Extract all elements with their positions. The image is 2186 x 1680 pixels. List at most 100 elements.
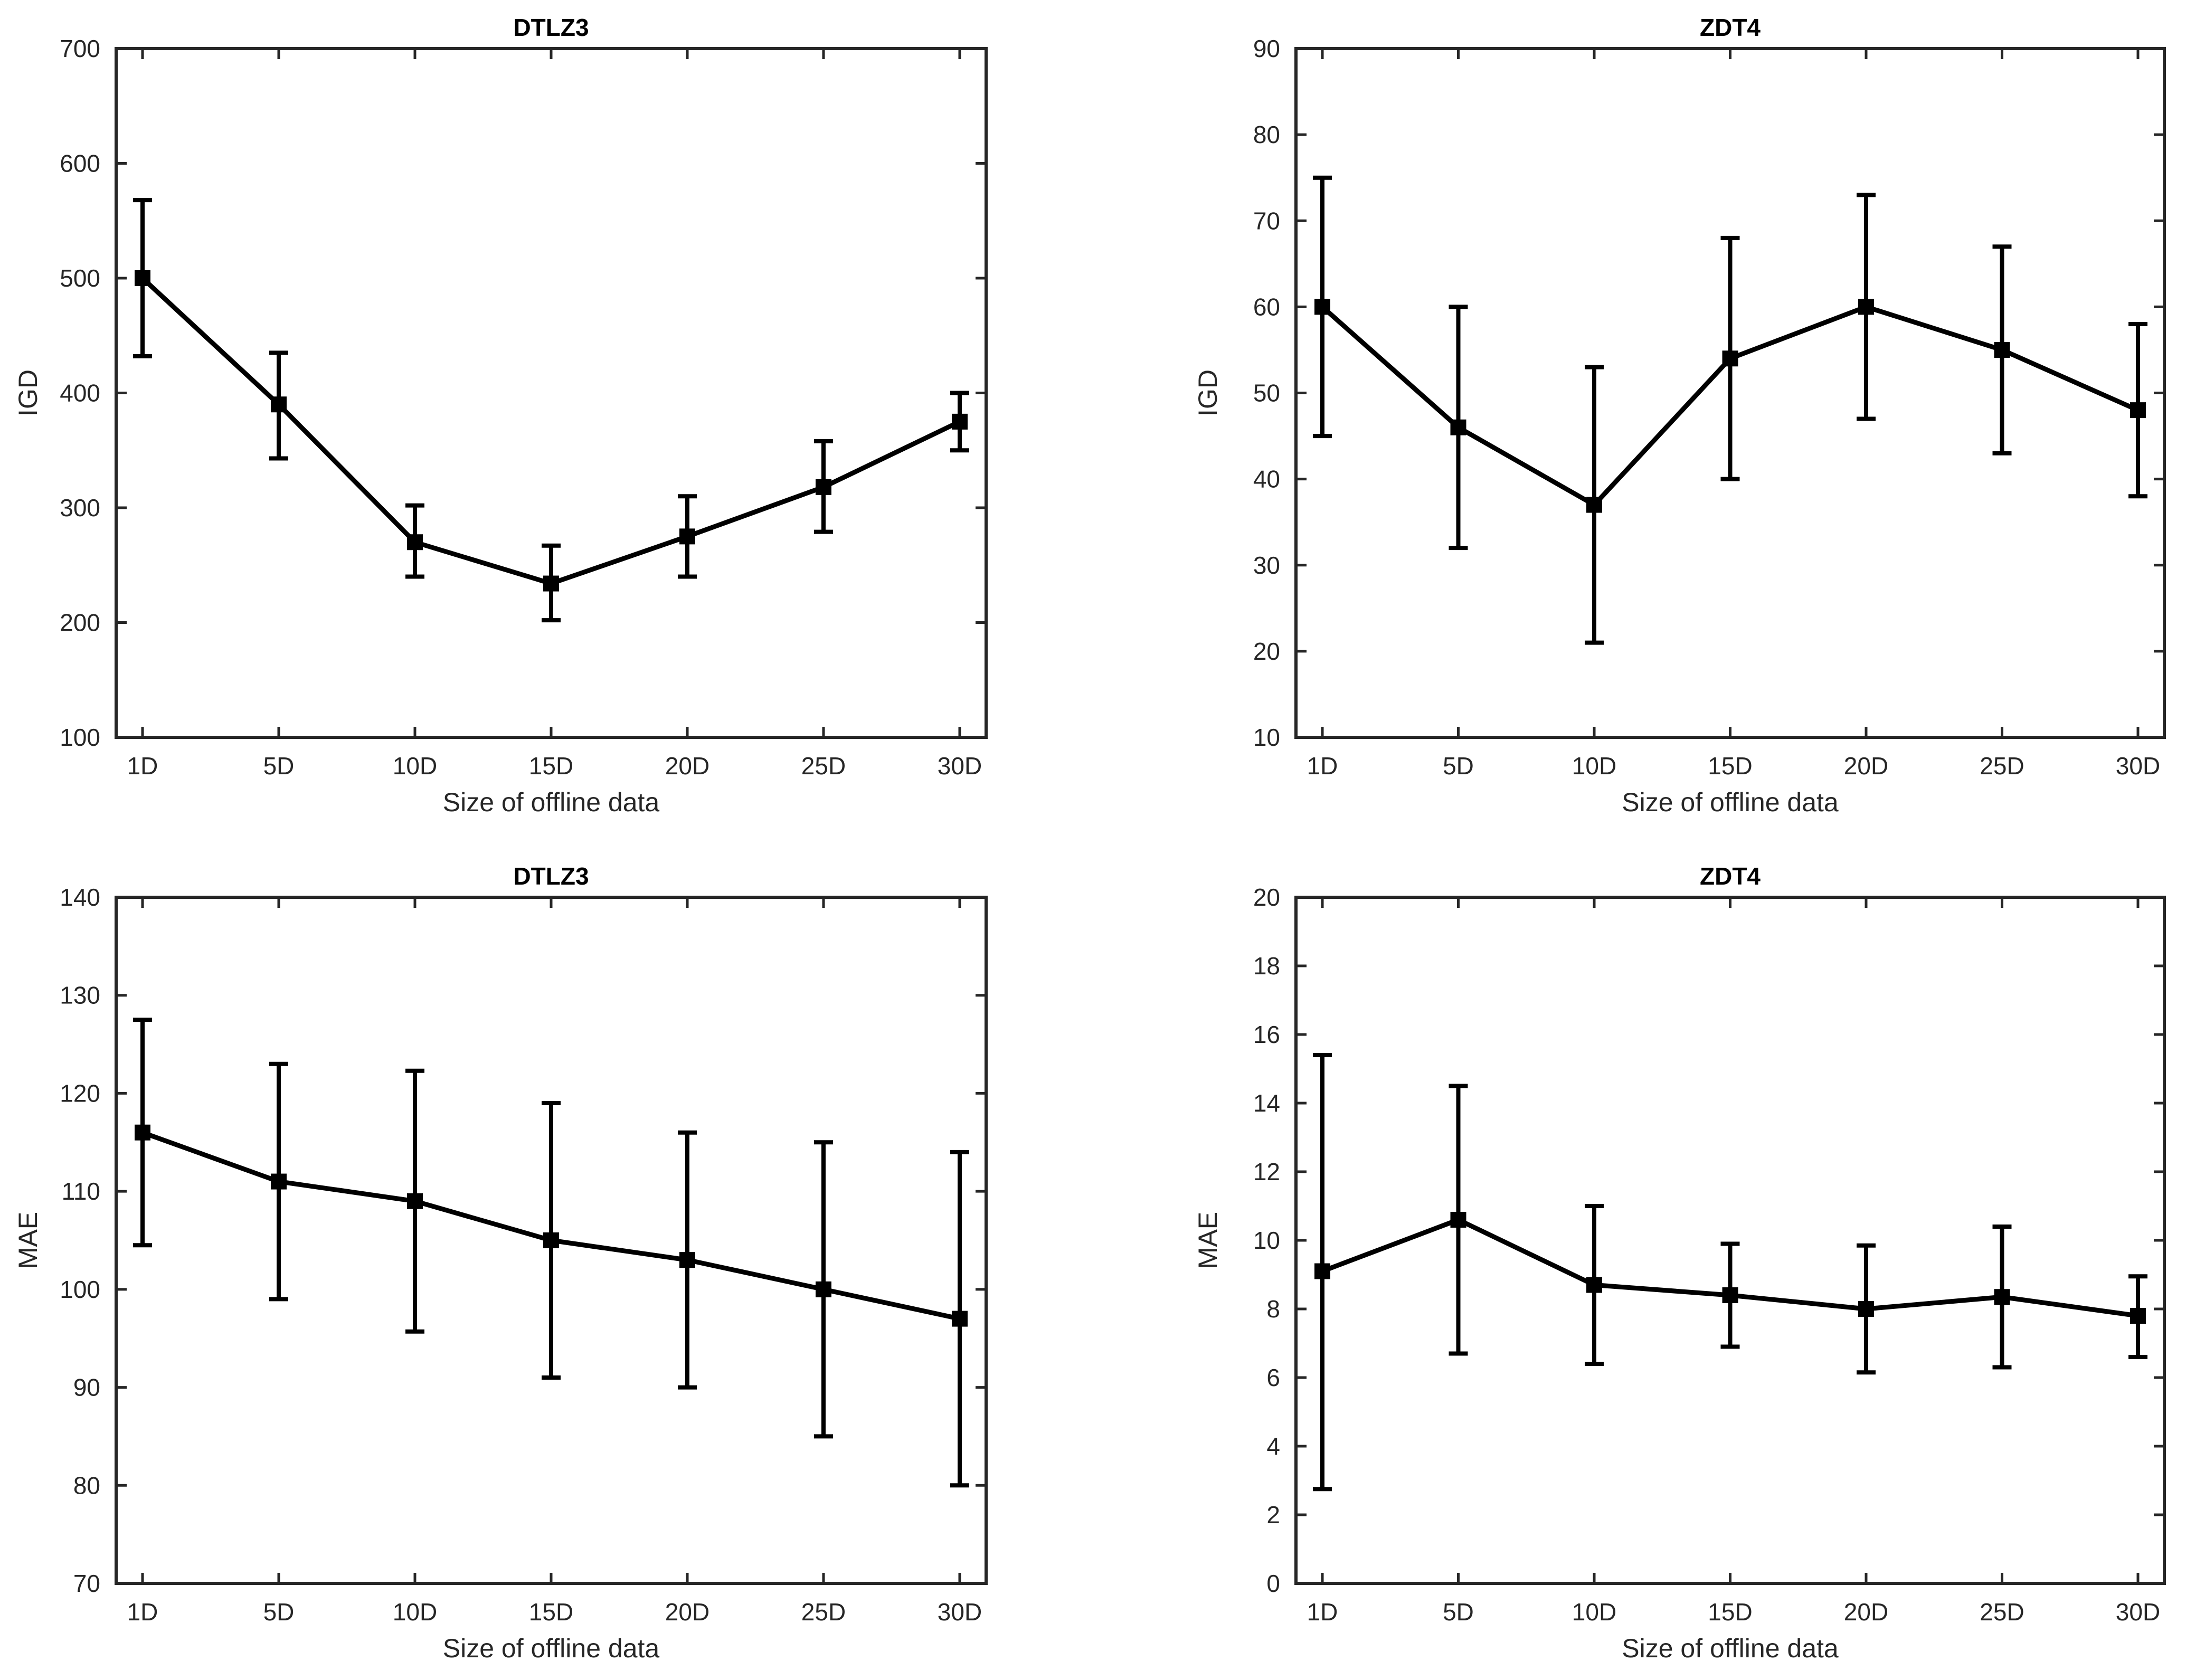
y-axis-label: MAE — [1193, 1212, 1223, 1269]
y-tick-label: 200 — [60, 609, 100, 637]
x-tick-label: 25D — [1980, 752, 2024, 780]
y-tick-label: 100 — [60, 1276, 100, 1303]
x-tick-label: 20D — [665, 1598, 709, 1626]
y-tick-label: 110 — [62, 1178, 100, 1205]
data-point-marker — [816, 1281, 831, 1297]
x-tick-label: 5D — [1443, 1598, 1474, 1626]
y-tick-label: 500 — [60, 264, 100, 292]
y-tick-label: 14 — [1253, 1089, 1280, 1117]
y-tick-label: 70 — [73, 1570, 100, 1597]
x-tick-label: 25D — [1980, 1598, 2024, 1626]
chart-title: ZDT4 — [1700, 14, 1761, 41]
data-point-marker — [1314, 299, 1330, 315]
x-tick-label: 20D — [1844, 752, 1888, 780]
y-tick-label: 140 — [60, 884, 100, 911]
y-tick-label: 90 — [1253, 35, 1280, 62]
y-tick-label: 90 — [73, 1374, 100, 1401]
y-tick-label: 18 — [1253, 952, 1280, 980]
x-axis-label: Size of offline data — [443, 787, 660, 817]
y-tick-label: 50 — [1253, 379, 1280, 407]
y-tick-label: 6 — [1266, 1364, 1280, 1391]
y-tick-label: 60 — [1253, 293, 1280, 320]
x-tick-label: 1D — [1307, 1598, 1338, 1626]
data-point-marker — [271, 1173, 287, 1190]
y-tick-label: 120 — [60, 1079, 100, 1107]
x-tick-label: 10D — [393, 1598, 437, 1626]
data-point-marker — [1450, 419, 1466, 435]
x-tick-label: 30D — [938, 752, 982, 780]
y-tick-label: 70 — [1253, 207, 1280, 234]
data-point-marker — [543, 575, 559, 592]
y-tick-label: 400 — [60, 379, 100, 407]
data-point-marker — [543, 1232, 559, 1248]
x-axis-label: Size of offline data — [1622, 1634, 1839, 1663]
x-tick-label: 1D — [1307, 752, 1338, 780]
y-tick-label: 20 — [1253, 638, 1280, 665]
x-tick-label: 15D — [1708, 1598, 1752, 1626]
data-point-marker — [1586, 1277, 1602, 1293]
y-tick-label: 8 — [1266, 1295, 1280, 1323]
data-point-marker — [1994, 1289, 2010, 1305]
y-tick-label: 20 — [1253, 884, 1280, 911]
y-tick-label: 300 — [60, 494, 100, 521]
data-point-marker — [1722, 1287, 1738, 1303]
data-point-marker — [2130, 1308, 2146, 1324]
x-tick-label: 25D — [801, 1598, 846, 1626]
x-tick-label: 5D — [263, 1598, 295, 1626]
y-tick-label: 10 — [1253, 724, 1280, 751]
y-axis-label: IGD — [13, 369, 43, 416]
data-point-marker — [952, 413, 968, 430]
x-axis-label: Size of offline data — [443, 1634, 660, 1663]
x-tick-label: 15D — [529, 1598, 573, 1626]
y-tick-label: 100 — [60, 724, 100, 751]
data-point-marker — [1586, 497, 1602, 513]
x-tick-label: 25D — [801, 752, 846, 780]
x-tick-label: 30D — [938, 1598, 982, 1626]
y-tick-label: 80 — [1253, 121, 1280, 148]
data-point-marker — [679, 1252, 695, 1268]
x-tick-label: 30D — [2116, 1598, 2160, 1626]
chart-panel-4: ZDT4 0 2 4 6 8 10 12 14 16 18 20 1D 5D 10D 15D 20D 25D 30D… — [1193, 862, 2166, 1663]
y-axis-label: MAE — [13, 1212, 43, 1269]
y-axis-label: IGD — [1193, 369, 1223, 416]
y-tick-label: 4 — [1266, 1432, 1280, 1460]
data-point-marker — [135, 270, 150, 286]
chart-panel-1: DTLZ3 100 200 300 400 500 600 700 1D 5D 10D 15D 20D 2… — [13, 14, 988, 817]
chart-panel-2: ZDT4 10 20 30 40 50 60 70 80 90 1D 5D 10D 15D 20D 25D 30… — [1193, 14, 2166, 817]
x-tick-label: 1D — [127, 752, 158, 780]
y-tick-label: 130 — [60, 982, 100, 1009]
chart-panel-3: DTLZ3 70 80 90 100 110 120 130 140 1D 5D 10D 15D 20D 2… — [13, 862, 988, 1663]
y-tick-label: 2 — [1266, 1501, 1280, 1529]
x-tick-label: 15D — [529, 752, 573, 780]
data-point-marker — [2130, 402, 2146, 419]
chart-title: DTLZ3 — [513, 14, 589, 41]
data-point-marker — [135, 1124, 150, 1141]
y-tick-label: 80 — [73, 1472, 100, 1499]
x-tick-label: 10D — [1572, 752, 1616, 780]
data-point-marker — [1450, 1212, 1466, 1228]
data-point-marker — [1722, 350, 1738, 367]
y-tick-label: 700 — [60, 35, 100, 62]
chart-title: DTLZ3 — [513, 862, 589, 890]
x-tick-label: 1D — [127, 1598, 158, 1626]
data-point-marker — [952, 1311, 968, 1327]
y-tick-label: 12 — [1253, 1158, 1280, 1185]
x-tick-label: 15D — [1708, 752, 1752, 780]
x-tick-label: 30D — [2116, 752, 2160, 780]
data-point-marker — [1994, 341, 2010, 358]
x-tick-label: 20D — [1844, 1598, 1888, 1626]
x-tick-label: 5D — [1443, 752, 1474, 780]
y-tick-label: 40 — [1253, 466, 1280, 493]
x-tick-label: 10D — [1572, 1598, 1616, 1626]
y-tick-label: 600 — [60, 150, 100, 177]
data-point-marker — [1858, 299, 1874, 315]
y-tick-label: 0 — [1266, 1570, 1280, 1597]
y-tick-label: 10 — [1253, 1227, 1280, 1254]
data-point-marker — [816, 479, 831, 495]
x-tick-label: 5D — [263, 752, 295, 780]
x-tick-label: 10D — [393, 752, 437, 780]
data-point-marker — [1858, 1301, 1874, 1317]
data-point-marker — [271, 396, 287, 413]
